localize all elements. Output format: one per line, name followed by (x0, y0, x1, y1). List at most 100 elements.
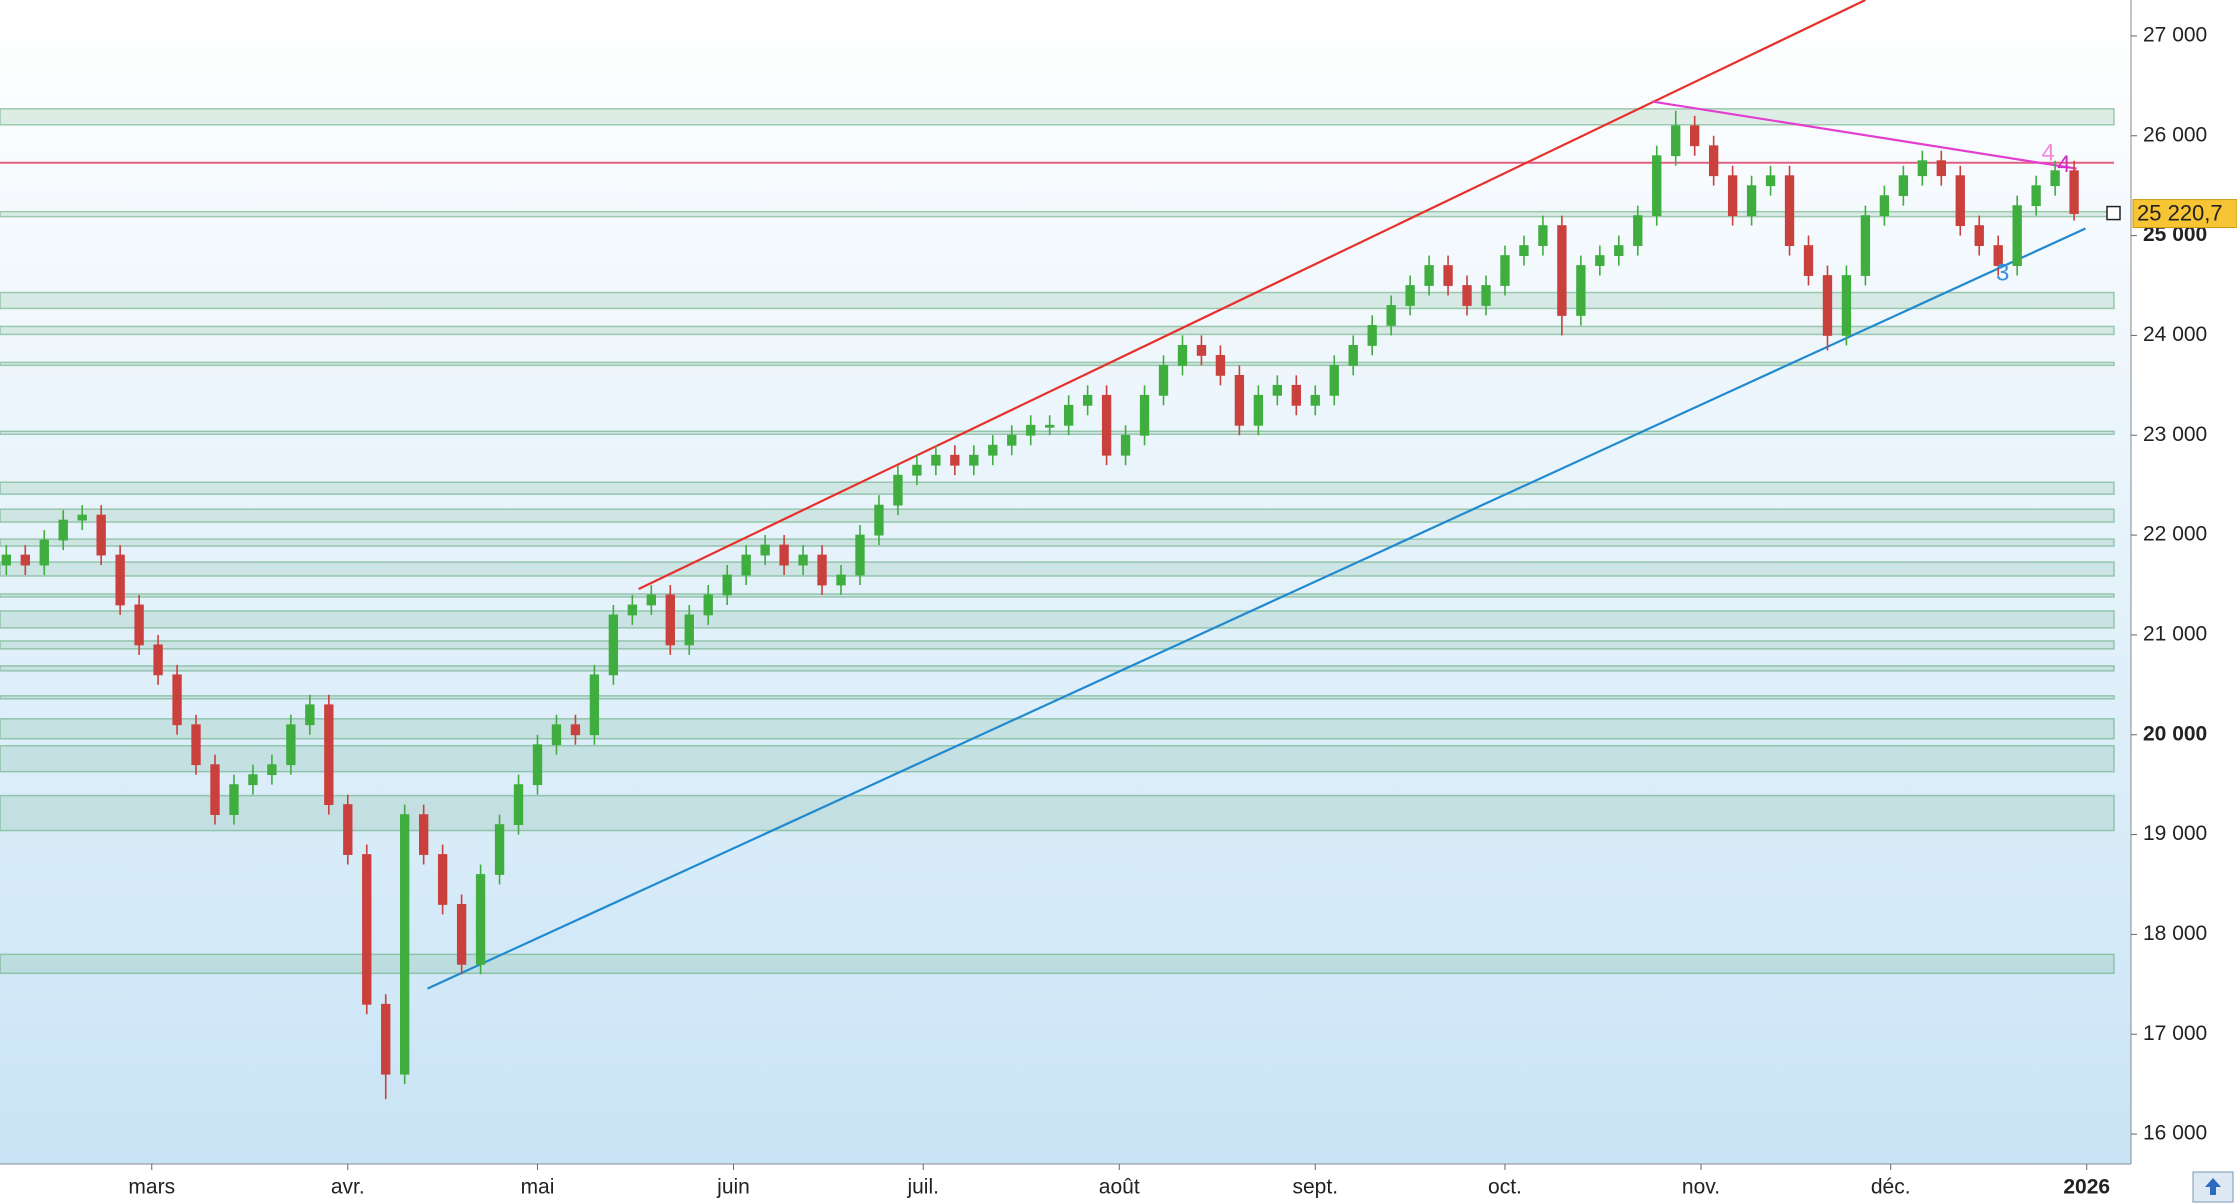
x-tick-label: mai (521, 1176, 555, 1199)
trendline (427, 227, 2086, 990)
candle-body (1063, 404, 1074, 426)
zone (0, 794, 2115, 832)
candle-body (1196, 345, 1207, 356)
candle-body (1291, 384, 1301, 406)
last-price-label: 25 220,7 (2137, 200, 2223, 225)
candle-body (760, 544, 770, 556)
candle-body (950, 454, 960, 466)
candle-body (248, 774, 258, 786)
trendline (638, 0, 1866, 590)
candle-body (1215, 354, 1226, 376)
candle-body (494, 824, 505, 875)
annotation: 4 (2057, 151, 2070, 178)
candle-body (437, 854, 448, 905)
candle-body (912, 464, 922, 476)
zone (0, 538, 2115, 547)
candle-body (1234, 374, 1245, 426)
candle-body (1082, 394, 1093, 406)
candle-body (988, 444, 998, 456)
zone (0, 953, 2115, 975)
candle-body (1614, 245, 1624, 256)
candle-body (627, 604, 638, 616)
y-tick-label: 22 000 (2143, 523, 2207, 546)
candle-body (1348, 345, 1358, 366)
zone (0, 561, 2115, 577)
candle-body (1879, 195, 1890, 217)
candle-body (1595, 255, 1605, 266)
candle-body (1253, 394, 1264, 426)
candle-body (836, 574, 846, 586)
plot-area (0, 0, 2131, 1164)
candle-body (874, 504, 884, 536)
candle-body (343, 804, 353, 855)
candle-body (1424, 265, 1434, 286)
candle-body (456, 904, 467, 965)
x-tick-label: juil. (906, 1176, 939, 1199)
candle-body (210, 764, 220, 816)
x-tick-label: nov. (1682, 1176, 1720, 1199)
candle-body (855, 534, 865, 576)
candle-body (1045, 424, 1055, 428)
candle-body (1784, 175, 1795, 246)
zone (0, 695, 2115, 700)
candle-body (1708, 145, 1719, 177)
candle-body (703, 594, 713, 616)
zone (0, 430, 2115, 436)
candle-body (1462, 285, 1472, 306)
y-tick-label: 20 000 (2143, 722, 2207, 745)
candle-body (39, 539, 49, 566)
candle-body (191, 724, 201, 766)
candle-body (798, 554, 808, 566)
candle-body (1803, 245, 1814, 276)
annotation: 4 (2041, 140, 2054, 167)
candle-body (1936, 160, 1946, 177)
candle-body (1860, 215, 1871, 276)
candle-body (362, 854, 372, 1005)
candle-body (1177, 345, 1188, 366)
zone (0, 210, 2115, 218)
candle-body (646, 594, 656, 606)
candle-body (969, 454, 979, 466)
x-tick-label: août (1099, 1176, 1140, 1199)
candle-body (1500, 255, 1510, 286)
candle-body (134, 604, 144, 646)
x-tick-label: juin (716, 1176, 750, 1199)
zone (0, 291, 2115, 310)
candle-body (2012, 205, 2022, 266)
last-price-box (2132, 199, 2237, 229)
candle-body (1120, 434, 1131, 456)
y-tick-label: 26 000 (2143, 123, 2207, 146)
y-tick-label: 24 000 (2143, 323, 2207, 346)
candle-body (115, 554, 125, 606)
candle-body (77, 514, 87, 521)
candle-body (1841, 275, 1852, 336)
x-tick-label: mars (128, 1176, 175, 1199)
candle-body (1272, 384, 1283, 396)
candle-body (58, 519, 68, 541)
last-price-marker (2106, 205, 2121, 221)
candle-body (1690, 125, 1700, 147)
candle-body (1557, 225, 1567, 316)
zone (0, 325, 2115, 336)
candle-body (532, 744, 543, 786)
candle-body (931, 454, 941, 466)
y-tick-label: 23 000 (2143, 423, 2207, 446)
candle-body (817, 554, 827, 586)
candle-body (1576, 265, 1586, 316)
candle-body (305, 704, 315, 726)
candle-body (1652, 155, 1662, 217)
candle-body (1386, 305, 1396, 326)
candle-body (1993, 245, 2003, 266)
candle-body (1917, 160, 1927, 177)
candle-body (1367, 325, 1377, 346)
zone (0, 361, 2115, 367)
candle-body (1481, 285, 1491, 306)
candle-body (1310, 394, 1320, 406)
y-tick-label: 18 000 (2143, 922, 2207, 945)
x-tick-label: déc. (1871, 1176, 1911, 1199)
candle-body (1443, 265, 1453, 286)
candle-body (513, 784, 524, 825)
x-tick-label: oct. (1488, 1176, 1522, 1199)
candle-body (475, 874, 486, 965)
candle-body (570, 724, 581, 736)
